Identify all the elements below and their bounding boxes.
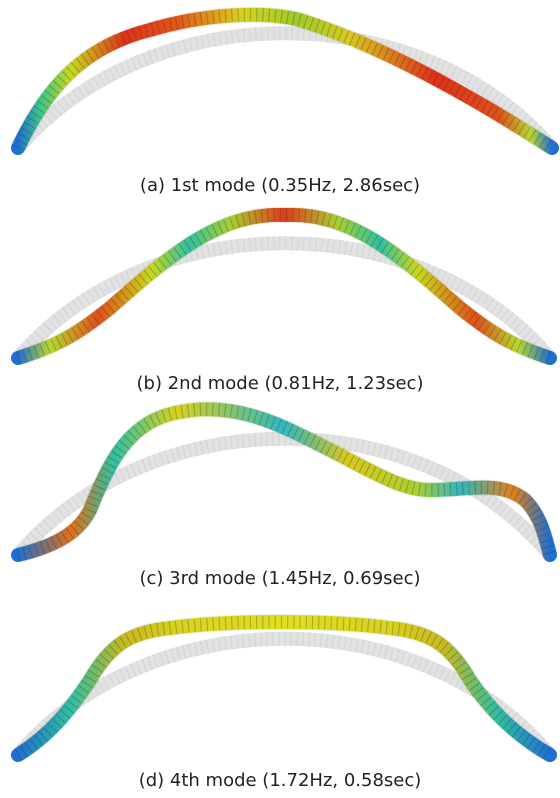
deformed-truss: [11, 207, 557, 365]
mode-2: (b) 2nd mode (0.81Hz, 1.23sec): [11, 206, 557, 394]
mode-1: (a) 1st mode (0.35Hz, 2.86sec): [10, 6, 559, 196]
mode-3: (c) 3rd mode (1.45Hz, 0.69sec): [11, 401, 558, 589]
undeformed-web: [12, 26, 558, 153]
deformed-truss: [11, 7, 559, 155]
caption: (b) 2nd mode (0.81Hz, 1.23sec): [137, 373, 424, 394]
deformed-truss: [11, 615, 557, 762]
undeformed-arch: [11, 236, 557, 365]
undeformed-web: [12, 236, 556, 363]
undeformed-web: [12, 431, 556, 560]
mode-4: (d) 4th mode (1.72Hz, 0.58sec): [11, 614, 557, 791]
caption: (a) 1st mode (0.35Hz, 2.86sec): [140, 175, 420, 196]
truss-web: [16, 402, 557, 562]
deformed-truss: [11, 402, 557, 562]
caption: (d) 4th mode (1.72Hz, 0.58sec): [139, 770, 422, 791]
truss-web: [14, 615, 554, 761]
caption: (c) 3rd mode (1.45Hz, 0.69sec): [139, 568, 420, 589]
